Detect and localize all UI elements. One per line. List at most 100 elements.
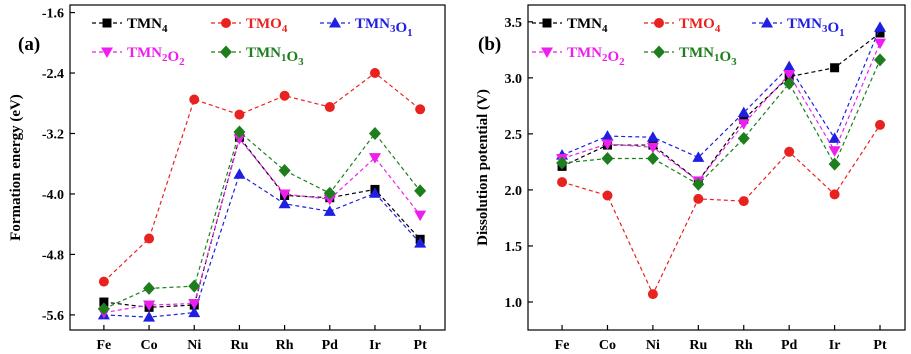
series-TMO4 — [557, 119, 886, 300]
series-line — [561, 32, 881, 182]
data-point — [278, 189, 291, 200]
plot-frame — [527, 4, 906, 331]
legend-label: TMO4 — [246, 16, 288, 35]
y-tick-label: 3.0 — [505, 72, 523, 87]
x-tick-label: Ru — [230, 338, 248, 353]
data-point — [784, 146, 795, 157]
x-tick-label: Fe — [97, 338, 112, 353]
data-point — [414, 184, 427, 198]
legend-marker — [654, 18, 664, 28]
panel-label: (a) — [18, 34, 40, 55]
data-point — [556, 156, 569, 170]
legend-marker — [653, 45, 665, 59]
data-point — [783, 76, 796, 90]
series-line — [103, 72, 421, 283]
series-TMN1O3 — [556, 53, 887, 191]
data-point — [233, 168, 246, 179]
data-point — [830, 63, 840, 73]
x-tick-label: Rh — [276, 338, 294, 353]
data-point — [693, 193, 704, 204]
legend-marker — [761, 17, 773, 28]
data-point — [98, 276, 109, 287]
data-point — [738, 196, 749, 207]
data-point — [602, 190, 613, 201]
data-point — [828, 132, 841, 143]
legend-label: TMN3O1 — [787, 16, 845, 39]
data-point — [233, 134, 246, 145]
x-tick-label: Co — [599, 338, 616, 353]
panel-label: (b) — [478, 34, 501, 55]
legend-entry: TMN3O1 — [752, 16, 845, 39]
y-axis-title: Formation energy (eV) — [8, 94, 24, 241]
y-tick-label: 2.5 — [505, 128, 523, 143]
data-point — [874, 38, 887, 50]
legend-label: TMN4 — [567, 16, 608, 35]
legend-marker — [220, 45, 232, 59]
data-point — [601, 139, 614, 150]
data-point — [143, 311, 156, 322]
series-TMN3O1 — [556, 21, 887, 162]
x-tick-label: Ni — [646, 338, 660, 353]
data-point — [323, 205, 336, 216]
data-point — [143, 300, 156, 312]
data-point — [368, 126, 381, 140]
panel-a: -5.6 -4.8 -4.0 -3.2 -2.4 -1.6 Fe Co Ni Ru Rh Pd Ir Pt… — [8, 4, 446, 353]
plot-frame — [69, 4, 446, 331]
data-point — [279, 90, 290, 101]
data-point — [875, 28, 885, 38]
x-tick-label: Pd — [781, 338, 798, 353]
y-tick-label: 2.0 — [505, 184, 523, 199]
y-axis-title: Dissolution potential (V) — [475, 89, 491, 246]
y-tick-label: -3.2 — [42, 127, 64, 142]
data-point — [737, 131, 750, 145]
legend-entry: TMO4 — [644, 16, 721, 35]
data-point — [601, 152, 614, 166]
y-tick-label: 1.5 — [505, 240, 523, 255]
legend-entry: TMN4 — [532, 16, 608, 35]
series-TMO4 — [98, 68, 426, 287]
data-point — [783, 60, 796, 72]
data-point — [188, 299, 201, 310]
legend-marker — [541, 47, 553, 58]
data-point — [143, 281, 156, 295]
data-point — [99, 297, 109, 307]
x-tick-label: Ir — [369, 338, 381, 353]
data-point — [324, 102, 335, 113]
data-point — [737, 119, 750, 130]
data-point — [692, 151, 705, 162]
data-point — [414, 237, 427, 248]
legend-label: TMN1O3 — [679, 45, 737, 68]
legend-entry: TMN2O2 — [92, 45, 185, 68]
legend-label: TMN2O2 — [127, 45, 185, 68]
legend-marker — [101, 47, 113, 58]
data-point — [414, 210, 427, 222]
x-tick-label: Pd — [322, 338, 339, 353]
data-point — [783, 69, 796, 81]
y-tick-label: -5.6 — [42, 309, 64, 324]
data-point — [737, 106, 750, 118]
data-point — [557, 177, 568, 188]
legend-entry: TMO4 — [211, 16, 288, 35]
series-TMN3O1 — [97, 168, 427, 322]
series-line — [561, 27, 881, 159]
data-point — [828, 157, 841, 171]
data-point — [647, 289, 658, 300]
x-tick-label: Co — [141, 338, 158, 353]
series-line — [103, 130, 421, 310]
y-tick-label: 1.0 — [505, 296, 523, 311]
data-point — [323, 194, 336, 206]
data-point — [144, 233, 155, 244]
panel-b: 1.0 1.5 2.0 2.5 3.0 3.5 Fe Co Ni Ru Rh Pd Ir Pt Dissol… — [475, 4, 906, 353]
data-point — [278, 197, 291, 209]
data-point — [601, 130, 614, 141]
data-point — [188, 279, 201, 293]
y-tick-label: -2.4 — [42, 67, 64, 82]
data-point — [646, 131, 659, 142]
series-line — [103, 135, 421, 308]
data-point — [692, 177, 705, 191]
data-point — [874, 21, 887, 32]
legend-marker — [221, 18, 231, 28]
data-point — [188, 306, 201, 318]
legend-label: TMN3O1 — [355, 16, 413, 39]
legend-marker — [329, 17, 341, 28]
